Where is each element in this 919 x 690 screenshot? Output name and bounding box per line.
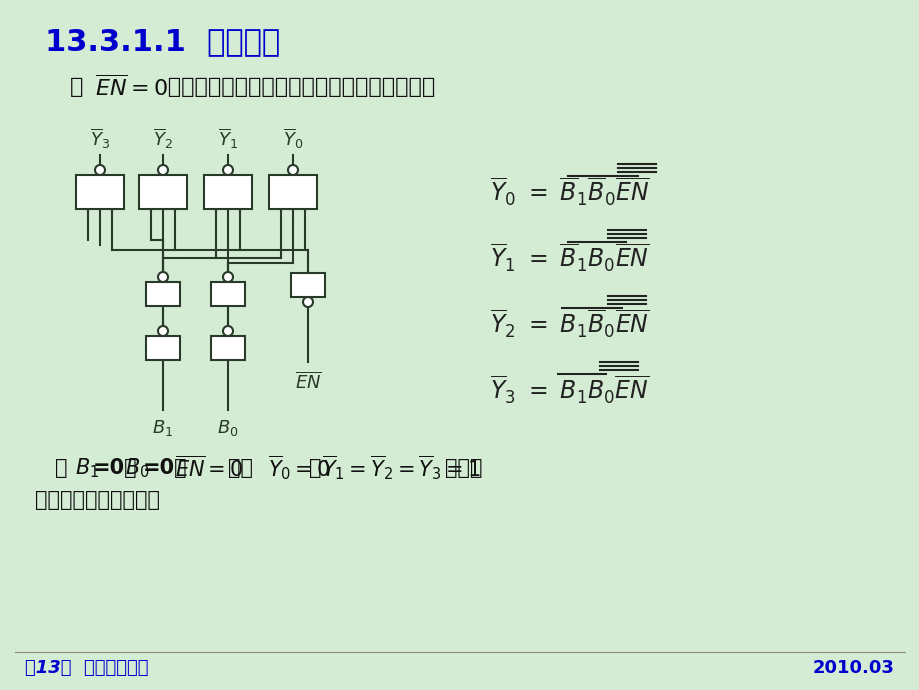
Text: ，: ， <box>309 458 321 478</box>
Text: =0、: =0、 <box>142 458 187 478</box>
Text: =0、: =0、 <box>93 458 138 478</box>
Text: 当: 当 <box>55 458 67 478</box>
Text: $\overline{EN}=0$: $\overline{EN}=0$ <box>95 75 167 100</box>
Bar <box>268 175 317 209</box>
Text: 第13章  组合逻辑电路: 第13章 组合逻辑电路 <box>25 659 148 677</box>
Circle shape <box>222 326 233 336</box>
Text: $\overline{Y}_1$ $=$ $\overline{B}_1B_0\overline{EN}$: $\overline{Y}_1$ $=$ $\overline{B}_1B_0\… <box>490 242 649 274</box>
Bar <box>290 273 324 297</box>
Text: $\overline{Y}_0=0$: $\overline{Y}_0=0$ <box>267 453 330 482</box>
Circle shape <box>95 165 105 175</box>
Text: 时，允许译码根据逻辑图可以写成译码逻辑式: 时，允许译码根据逻辑图可以写成译码逻辑式 <box>160 77 435 97</box>
Text: $\overline{Y}_0$: $\overline{Y}_0$ <box>282 126 303 151</box>
Text: $\overline{Y}_1$: $\overline{Y}_1$ <box>218 126 238 151</box>
Text: $\overline{Y}_2$ $=$ $B_1\overline{B}_0\overline{EN}$: $\overline{Y}_2$ $=$ $B_1\overline{B}_0\… <box>490 308 649 340</box>
Bar <box>146 336 180 360</box>
Text: $\overline{Y}_2$: $\overline{Y}_2$ <box>153 126 173 151</box>
Bar <box>204 175 252 209</box>
Text: $\overline{EN}=0$: $\overline{EN}=0$ <box>175 455 243 481</box>
Circle shape <box>302 297 312 307</box>
Bar <box>139 175 187 209</box>
Circle shape <box>158 165 168 175</box>
Text: $\overline{Y}_3$: $\overline{Y}_3$ <box>90 126 110 151</box>
Text: $B_0$: $B_0$ <box>217 418 239 438</box>
Text: $B_0$: $B_0$ <box>125 456 150 480</box>
Bar <box>76 175 124 209</box>
Circle shape <box>222 165 233 175</box>
Text: 时，: 时， <box>228 458 253 478</box>
Bar <box>146 282 180 306</box>
Text: $\overline{EN}$: $\overline{EN}$ <box>294 372 321 393</box>
Text: $B_1$: $B_1$ <box>75 456 99 480</box>
Text: 2010.03: 2010.03 <box>812 659 894 677</box>
Text: $B_1$: $B_1$ <box>153 418 174 438</box>
Text: 13.3.1.1  译码部分: 13.3.1.1 译码部分 <box>45 28 279 57</box>
Circle shape <box>288 165 298 175</box>
Text: 低电平有效，余类推。: 低电平有效，余类推。 <box>35 490 160 510</box>
Text: ，输出: ，输出 <box>445 458 482 478</box>
Circle shape <box>158 326 168 336</box>
Circle shape <box>158 272 168 282</box>
Text: $\overline{Y}_3$ $=$ $B_1B_0\overline{EN}$: $\overline{Y}_3$ $=$ $B_1B_0\overline{EN… <box>490 374 649 406</box>
Bar <box>210 282 244 306</box>
Text: 当: 当 <box>70 77 91 97</box>
Text: $\overline{Y}_0$ $=$ $\overline{B}_1\overline{B}_0\overline{EN}$: $\overline{Y}_0$ $=$ $\overline{B}_1\ove… <box>490 176 649 208</box>
Text: $\overline{Y}_1=\overline{Y}_2=\overline{Y}_3=1$: $\overline{Y}_1=\overline{Y}_2=\overline… <box>322 453 481 482</box>
Bar <box>210 336 244 360</box>
Circle shape <box>222 272 233 282</box>
